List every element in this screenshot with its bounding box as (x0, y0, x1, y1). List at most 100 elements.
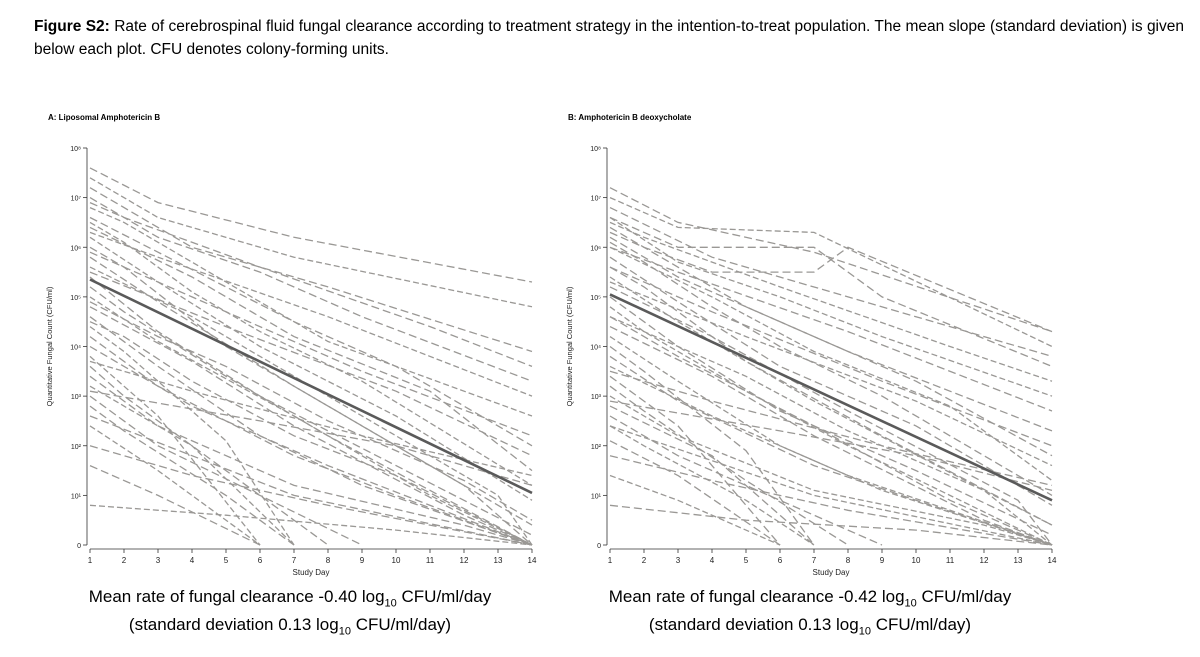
chart-b: B: Amphotericin B deoxycholate 0 10¹ 10² 10³… (565, 113, 1057, 577)
patient-line-a-12 (89, 296, 533, 546)
x-tick-label-a-7: 8 (326, 556, 331, 565)
patient-line-b-16 (609, 345, 815, 546)
y-tick-label-b-2: 10² (591, 444, 602, 451)
patient-line-a-35 (89, 321, 533, 546)
y-tick-label-b-3: 10³ (591, 394, 602, 401)
patient-line-b-14 (609, 326, 1053, 546)
y-tick-label-a-0: 0 (77, 543, 81, 550)
patient-line-a-18 (89, 355, 261, 546)
x-tick-label-a-5: 6 (258, 556, 263, 565)
patient-line-b-36 (609, 316, 1053, 526)
patient-line-b-23 (609, 415, 883, 546)
y-tick-label-a-6: 10⁶ (70, 245, 81, 252)
y-tick-label-b-4: 10⁴ (590, 345, 601, 352)
patient-line-a-24 (89, 425, 261, 546)
patient-line-a-11 (89, 286, 533, 546)
patient-line-b-8 (609, 266, 1053, 526)
x-tick-label-b-11: 12 (980, 556, 989, 565)
caption-text: Rate of cerebrospinal fluid fungal clear… (34, 18, 1184, 58)
chart-panel-b: B: Amphotericin B deoxycholate 0 10¹ 10² 10³… (548, 100, 1108, 585)
x-tick-label-b-3: 4 (710, 556, 715, 565)
patient-line-b-3 (609, 216, 1053, 397)
patient-line-b-18 (609, 365, 1053, 546)
patient-line-b-33 (609, 281, 1053, 467)
patient-line-b-0 (609, 197, 1053, 348)
x-tick-label-b-10: 11 (946, 556, 955, 565)
chart-title-a: A: Liposomal Amphotericin B (48, 113, 160, 122)
y-tick-label-a-7: 10⁷ (71, 196, 82, 203)
patient-line-a-13 (89, 306, 533, 546)
x-tick-label-b-1: 2 (642, 556, 647, 565)
patient-line-b-34 (609, 231, 1053, 333)
x-tick-label-a-13: 14 (528, 556, 537, 565)
x-tick-label-b-4: 5 (744, 556, 749, 565)
patient-line-b-9 (609, 276, 1053, 546)
y-tick-label-b-7: 10⁷ (591, 196, 602, 203)
patient-line-a-5 (89, 226, 533, 472)
patient-line-b-10 (609, 286, 1053, 546)
x-tick-label-a-3: 4 (190, 556, 195, 565)
y-tick-label-b-1: 10¹ (591, 493, 602, 500)
x-tick-label-a-12: 13 (494, 556, 503, 565)
patient-line-b-1 (609, 216, 1053, 368)
patient-line-b-2 (609, 207, 1053, 358)
y-tick-label-a-4: 10⁴ (70, 345, 81, 352)
patient-line-a-2 (89, 197, 533, 382)
patient-line-a-29 (89, 202, 533, 368)
x-tick-label-a-8: 9 (360, 556, 365, 565)
patient-line-b-4 (609, 226, 1053, 432)
chart-panel-a: A: Liposomal Amphotericin B 0 10¹ 10² 10³ 10⁴… (28, 100, 588, 585)
y-tick-label-a-5: 10⁵ (70, 295, 81, 302)
chart-a: A: Liposomal Amphotericin B 0 10¹ 10² 10³ 10⁴… (45, 113, 537, 577)
x-tick-label-b-8: 9 (880, 556, 885, 565)
patient-line-a-38 (89, 415, 533, 546)
patient-line-b-32 (609, 266, 1053, 447)
summary-a: Mean rate of fungal clearance -0.40 log1… (30, 586, 550, 643)
patient-line-b-19 (609, 375, 781, 546)
chart-title-b: B: Amphotericin B deoxycholate (568, 113, 692, 122)
patient-line-a-16 (89, 336, 533, 546)
mean-rate-text-b: Mean rate of fungal clearance -0.42 log1… (608, 587, 1012, 610)
patient-line-b-28 (609, 504, 1053, 546)
patient-line-a-37 (89, 390, 533, 487)
x-tick-label-b-7: 8 (846, 556, 851, 565)
sd-text-a: (standard deviation 0.13 log10 CFU/ml/da… (128, 615, 452, 638)
patient-line-b-39 (609, 425, 1053, 546)
patient-line-a-34 (89, 301, 533, 521)
y-tick-label-a-8: 10⁸ (70, 146, 81, 153)
patient-line-b-20 (609, 385, 849, 546)
patient-line-b-11 (609, 296, 1053, 536)
patient-line-b-17 (609, 355, 1053, 546)
y-tick-label-b-6: 10⁶ (590, 245, 601, 252)
sd-text-b: (standard deviation 0.13 log10 CFU/ml/da… (648, 615, 972, 638)
x-axis-label-b: Study Day (813, 568, 850, 577)
patient-line-a-4 (89, 216, 533, 447)
patient-line-a-33 (89, 221, 533, 486)
x-tick-label-a-9: 10 (392, 556, 401, 565)
x-tick-label-b-6: 7 (812, 556, 817, 565)
patient-line-b-5 (609, 236, 1053, 457)
patient-line-a-20 (89, 375, 533, 546)
patient-line-b-29 (609, 187, 1053, 333)
patient-line-b-12 (609, 306, 1053, 546)
x-axis-label-a: Study Day (293, 568, 330, 577)
x-tick-label-a-4: 5 (224, 556, 229, 565)
y-tick-label-a-3: 10³ (71, 394, 82, 401)
y-tick-label-b-5: 10⁵ (590, 295, 601, 302)
y-axis-label-a: Quantitative Fungal Count (CFU/ml) (45, 286, 54, 406)
patient-line-a-0 (89, 177, 533, 308)
y-tick-label-b-8: 10⁸ (590, 146, 601, 153)
patient-line-b-37 (609, 370, 1053, 487)
patient-line-b-13 (609, 316, 1053, 546)
patient-lines-b (609, 187, 1053, 546)
patient-line-b-22 (609, 405, 815, 546)
y-tick-label-a-1: 10¹ (71, 493, 82, 500)
x-tick-label-b-9: 10 (912, 556, 921, 565)
mean-line-b (609, 293, 1053, 502)
patient-line-a-30 (89, 231, 533, 397)
patient-line-b-25 (609, 440, 781, 546)
patient-line-a-23 (89, 405, 295, 546)
y-tick-label-a-2: 10² (71, 444, 82, 451)
x-tick-label-b-0: 1 (608, 556, 613, 565)
mean-line-a (89, 278, 533, 495)
